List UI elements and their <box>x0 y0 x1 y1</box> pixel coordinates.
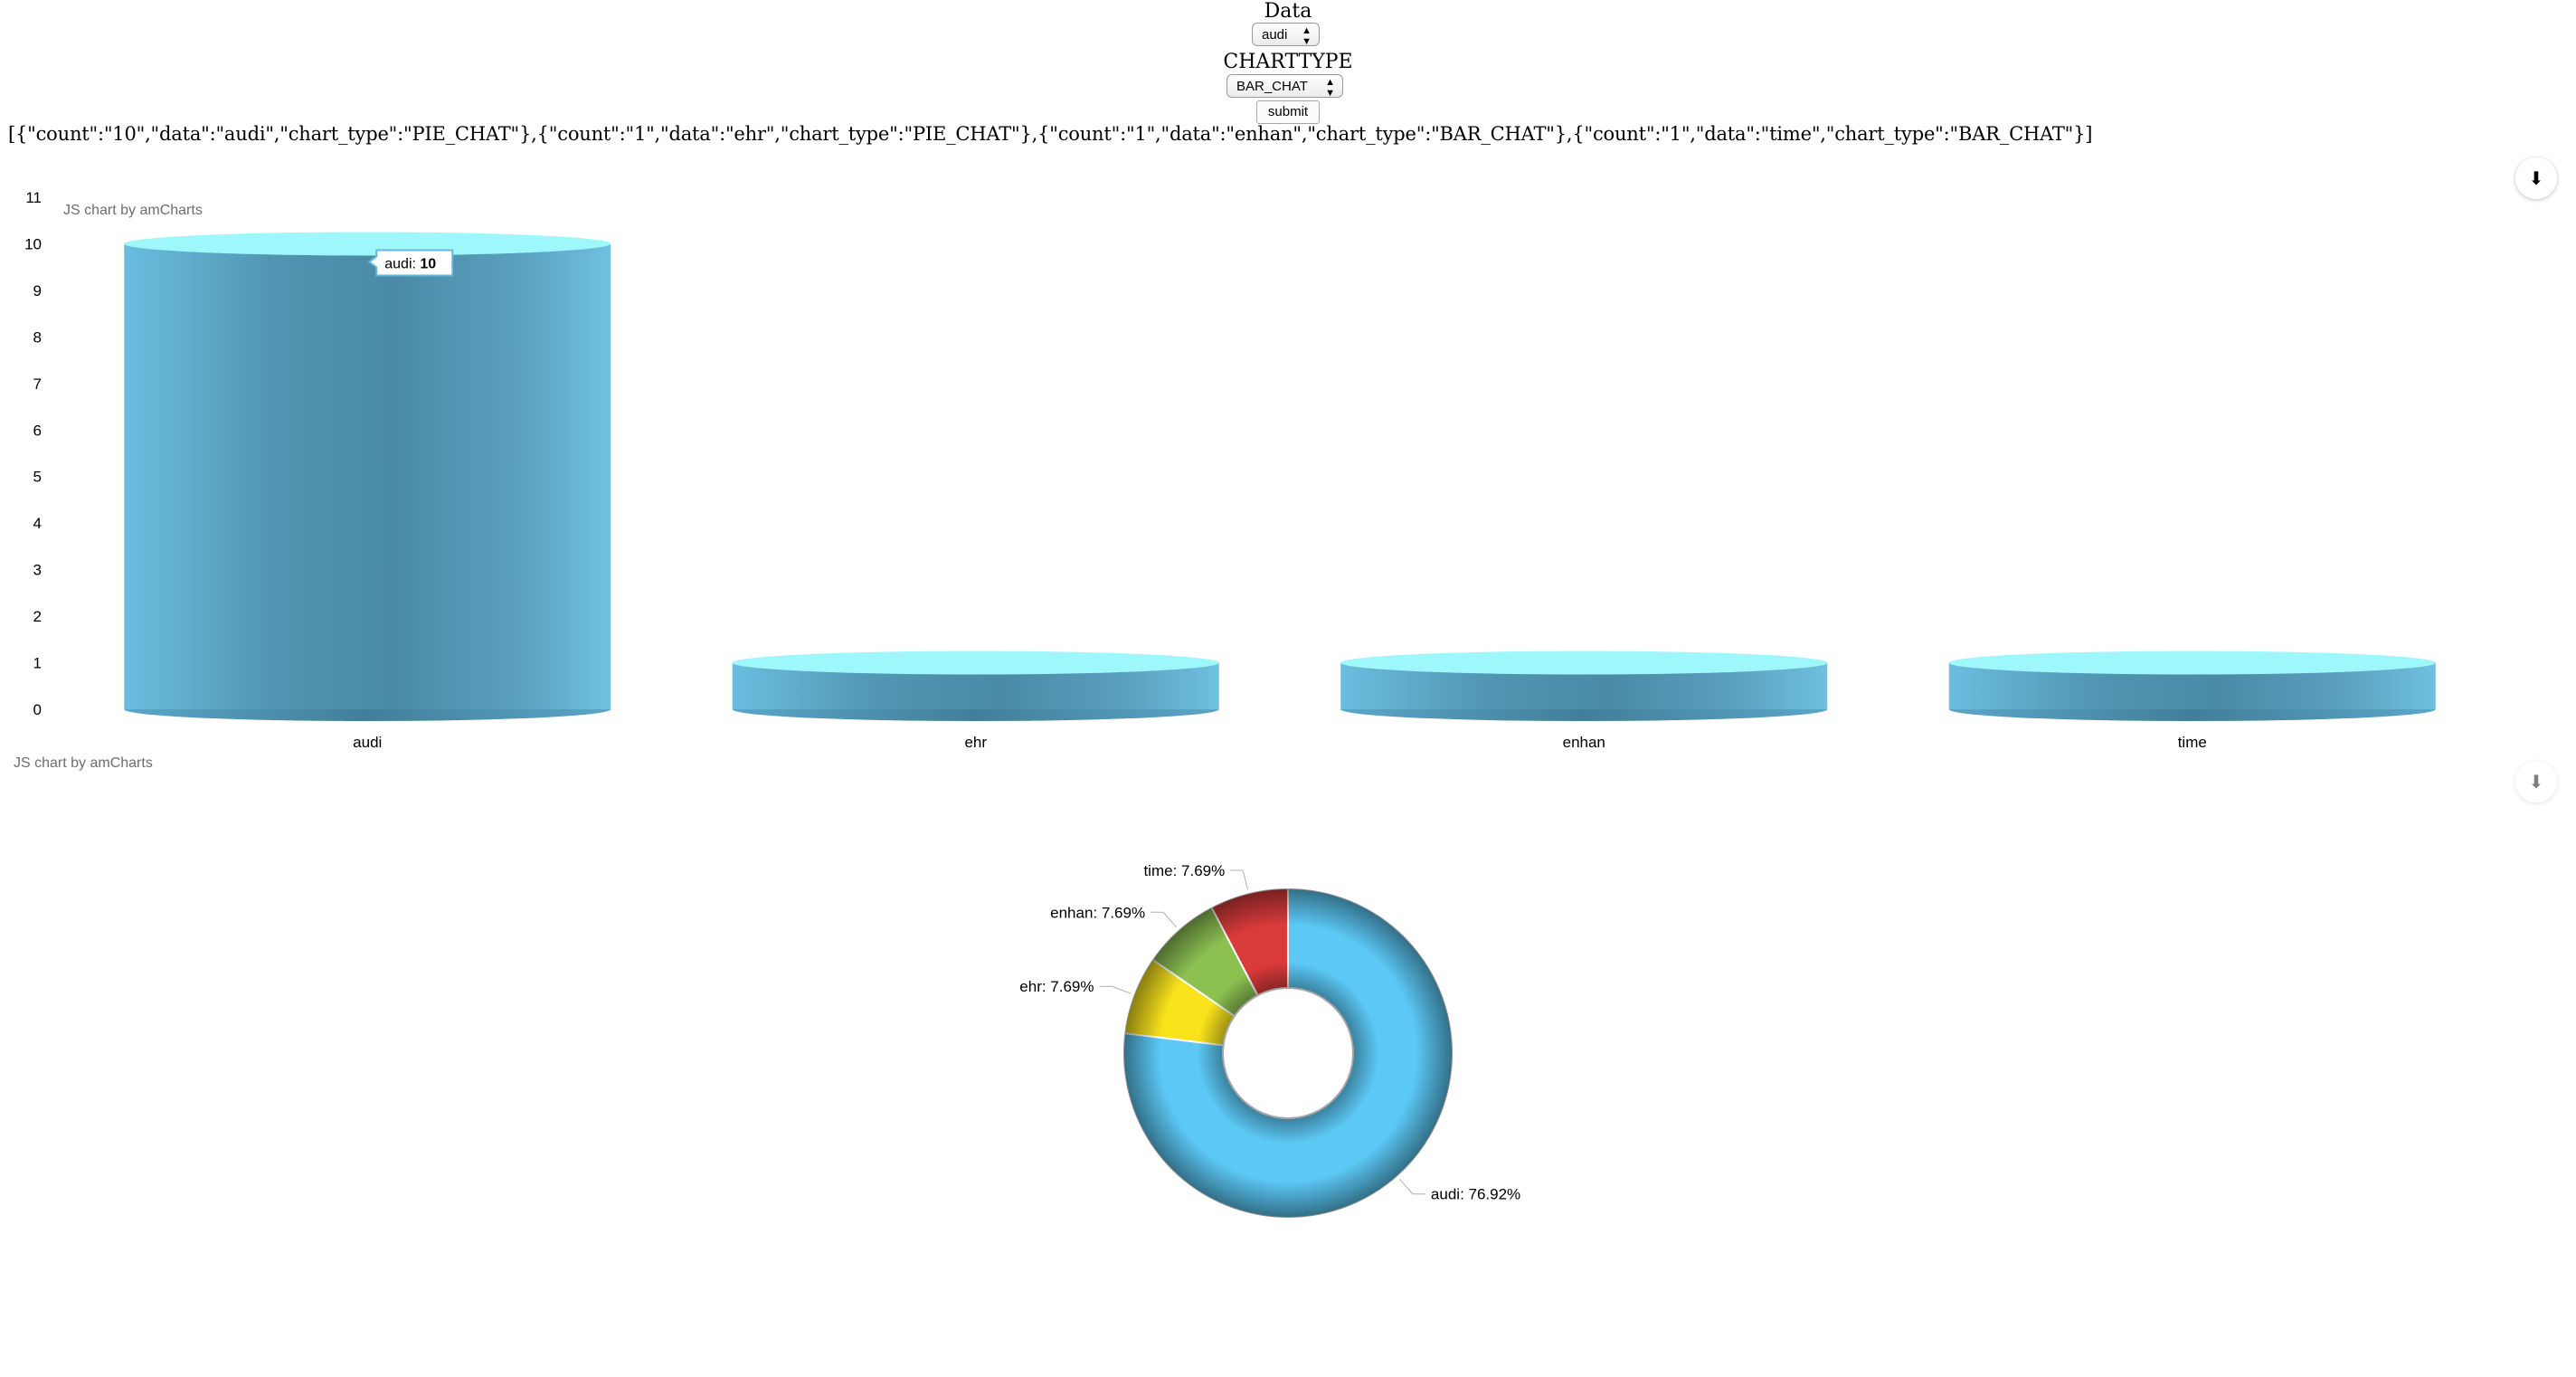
download-icon: ⬇ <box>2529 167 2544 189</box>
pie-chart: JS chart by amCharts audi: 76.92% ehr: 7.… <box>0 751 2576 1375</box>
pie-label-enhan: enhan: 7.69% <box>1050 904 1145 921</box>
x-tick-label: time <box>2178 734 2207 751</box>
y-axis: 0 1 2 3 4 5 6 7 8 9 10 11 <box>24 189 42 718</box>
pie-label-audi: audi: 76.92% <box>1431 1186 1520 1203</box>
charttype-label: CHARTTYPE <box>0 51 2576 73</box>
bar-audi <box>124 232 611 721</box>
pie-label-line <box>1399 1179 1425 1193</box>
y-tick-label: 9 <box>33 282 42 299</box>
bar-download-button[interactable]: ⬇ <box>2515 157 2557 199</box>
y-tick-label: 11 <box>25 189 42 206</box>
y-tick-label: 10 <box>24 235 42 252</box>
bar-tooltip: audi: 10 <box>369 250 452 275</box>
bar-enhan <box>1340 651 1827 721</box>
y-tick-label: 2 <box>33 608 42 625</box>
bar-chart-credit: JS chart by amCharts <box>63 203 203 218</box>
bar-series <box>124 232 2436 721</box>
pie-download-button[interactable]: ⬇ <box>2515 761 2557 802</box>
data-select-value: audi <box>1262 27 1287 43</box>
y-tick-label: 7 <box>33 375 42 393</box>
bar-top <box>124 232 611 255</box>
pie-label-ehr: ehr: 7.69% <box>1019 978 1094 995</box>
data-label: Data <box>0 0 2576 23</box>
submit-button[interactable]: submit <box>1256 100 1320 124</box>
pie-label-line <box>1151 912 1177 926</box>
y-tick-label: 1 <box>33 655 42 672</box>
x-axis: audi ehr enhan time <box>353 734 2207 751</box>
x-tick-label: ehr <box>964 734 987 751</box>
pie-series <box>1123 888 1453 1218</box>
bar-top <box>733 651 1219 675</box>
bar-top <box>1949 651 2436 675</box>
bar-ehr <box>733 651 1219 721</box>
pie-label-line <box>1230 870 1247 889</box>
tooltip-text: audi: 10 <box>384 256 436 271</box>
charttype-select-value: BAR_CHAT <box>1236 79 1308 94</box>
download-icon: ⬇ <box>2529 771 2544 793</box>
json-output: [{"count":"10","data":"audi","chart_type… <box>8 123 2092 145</box>
select-arrows-icon: ▲ ▼ <box>1325 75 1335 99</box>
x-tick-label: enhan <box>1563 734 1605 751</box>
y-tick-label: 5 <box>33 469 42 486</box>
pie-chart-credit: JS chart by amCharts <box>14 755 153 771</box>
pie-label-line <box>1100 986 1132 993</box>
x-tick-label: audi <box>353 734 382 751</box>
bar-chart: JS chart by amCharts 0 1 2 3 4 5 6 7 8 9 10 11 audi… <box>0 163 2576 760</box>
pie-hole <box>1224 989 1352 1117</box>
data-select[interactable]: audi ▲ ▼ <box>1252 23 1320 46</box>
y-tick-label: 6 <box>33 422 42 439</box>
y-tick-label: 3 <box>33 562 42 579</box>
select-arrows-icon: ▲ ▼ <box>1302 24 1312 47</box>
bar-time <box>1949 651 2436 721</box>
y-tick-label: 8 <box>33 328 42 346</box>
y-tick-label: 0 <box>33 701 42 718</box>
pie-label-time: time: 7.69% <box>1143 862 1225 879</box>
y-tick-label: 4 <box>33 515 42 532</box>
bar-body <box>124 243 611 709</box>
charttype-select[interactable]: BAR_CHAT ▲ ▼ <box>1226 74 1343 98</box>
bar-top <box>1340 651 1827 675</box>
